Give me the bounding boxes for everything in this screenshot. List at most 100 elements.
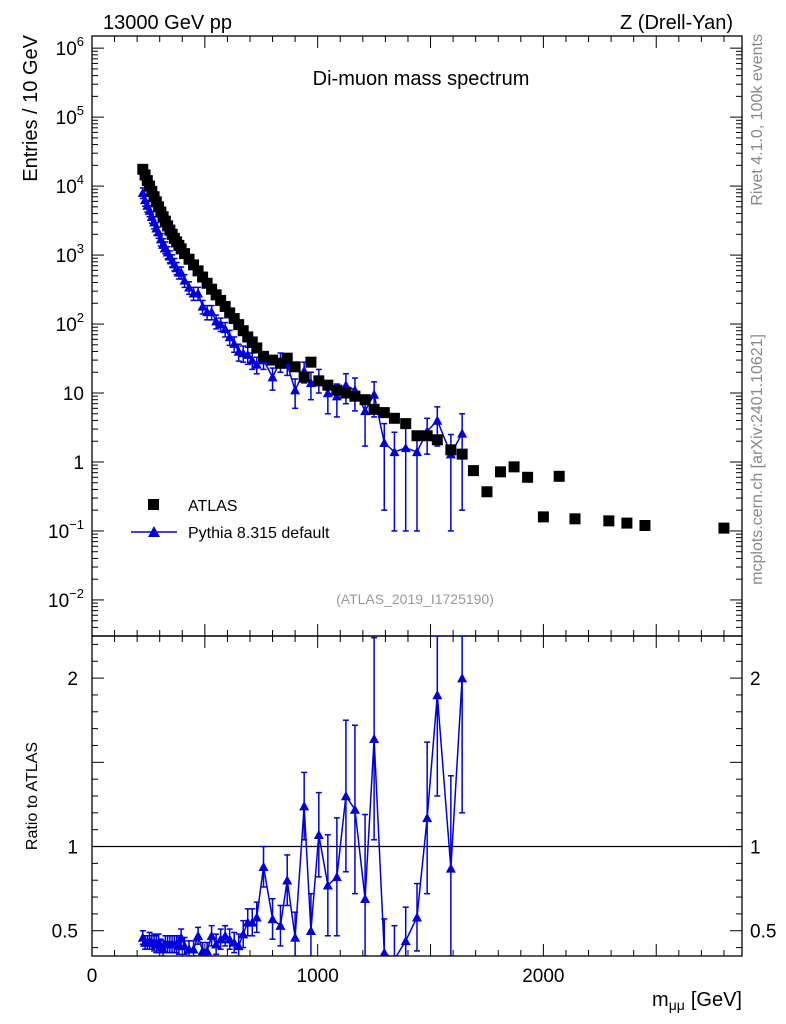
atlas-point (305, 356, 317, 368)
pythia-point (340, 380, 351, 390)
atlas-point (481, 486, 493, 498)
main-y-tick-label: 105 (56, 103, 84, 129)
header-left: 13000 GeV pp (103, 12, 232, 34)
atlas-point (210, 289, 222, 301)
ratio-y-ticks: 0.5 0.5 1 1 2 2 (52, 643, 776, 949)
pythia-line (142, 192, 463, 456)
pythia-point (193, 288, 204, 298)
atlas-point (274, 357, 286, 369)
rivet-label: Rivet 4.1.0, 100k events (749, 34, 766, 206)
atlas-point (359, 394, 371, 406)
ratio-y-tick-label: 2 (67, 669, 78, 690)
atlas-point (197, 271, 209, 283)
legend-pythia-label: Pythia 8.315 default (188, 525, 330, 542)
ratio-x-ticks: 0 1000 2000 (87, 636, 725, 987)
header-right: Z (Drell-Yan) (620, 12, 733, 34)
ratio-point (258, 861, 269, 871)
legend-atlas-label: ATLAS (188, 498, 238, 515)
x-axis-label: mμμ [GeV] (652, 989, 742, 1013)
ratio-line (142, 678, 463, 956)
pythia-point (224, 331, 235, 342)
ratio-point (206, 930, 217, 941)
atlas-point (228, 313, 240, 325)
ratio-point (393, 954, 396, 956)
pythia-point (247, 355, 258, 365)
atlas-point (411, 430, 423, 442)
pythia-point (251, 359, 262, 369)
atlas-point (179, 248, 191, 260)
atlas-point (215, 294, 227, 306)
main-panel: 10−2 10−1 1 10 102 103 104 105 106 Di-muon mass … (20, 34, 743, 637)
pythia-point (206, 306, 217, 317)
pythia-point (432, 415, 443, 425)
ratio-point (176, 932, 187, 942)
atlas-point (456, 448, 468, 460)
atlas-point (313, 375, 325, 387)
atlas-point (237, 325, 249, 337)
x-tick-label: 0 (87, 966, 98, 987)
ratio-point (275, 920, 286, 930)
ratio-point (202, 945, 213, 956)
ratio-y-tick-label-right: 1 (750, 838, 761, 859)
atlas-point (224, 307, 236, 319)
atlas-point (219, 300, 231, 312)
pythia-point (389, 446, 400, 457)
atlas-point (621, 517, 633, 529)
atlas-point (431, 434, 443, 446)
atlas-point (267, 354, 279, 366)
ratio-point (179, 940, 190, 951)
ratio-point (290, 932, 301, 942)
ratio-point (369, 733, 380, 743)
atlas-point (537, 511, 549, 523)
chart-title: Di-muon mass spectrum (313, 68, 530, 90)
atlas-point (201, 277, 213, 289)
ratio-point (158, 944, 169, 954)
atlas-point (508, 461, 520, 473)
ratio-point (349, 804, 360, 814)
ratio-point (331, 871, 342, 882)
ratio-point (313, 829, 324, 839)
main-y-tick-label: 10−1 (48, 517, 84, 543)
main-x-ticks (91, 36, 725, 636)
atlas-point (445, 444, 457, 456)
ratio-point (422, 812, 433, 823)
atlas-point (522, 471, 534, 483)
analysis-label: (ATLAS_2019_I1725190) (336, 591, 494, 607)
atlas-point (378, 407, 390, 419)
legend-atlas-marker (148, 499, 159, 510)
ratio-point (229, 937, 240, 947)
pythia-point (360, 405, 371, 416)
pythia-point (369, 389, 380, 399)
ratio-point (188, 944, 199, 954)
pythia-point (379, 437, 390, 448)
ratio-point (224, 934, 235, 944)
atlas-point (192, 265, 204, 277)
atlas-point (639, 520, 651, 531)
ratio-point (299, 801, 310, 811)
ratio-point (305, 925, 316, 935)
pythia-point (229, 338, 240, 348)
pythia-point (290, 385, 301, 395)
pythia-point (267, 372, 278, 382)
atlas-point (569, 513, 581, 525)
ratio-ylabel: Ratio to ATLAS (24, 742, 41, 850)
atlas-point (251, 342, 263, 354)
pythia-point (242, 349, 253, 359)
pythia-point (322, 388, 333, 398)
ratio-point (193, 930, 204, 941)
pythia-point (184, 282, 195, 292)
atlas-point (340, 387, 352, 399)
atlas-point (495, 466, 507, 478)
atlas-point (281, 352, 293, 364)
main-ylabel: Entries / 10 GeV (20, 34, 42, 181)
atlas-point (718, 522, 730, 534)
pythia-point (457, 428, 468, 438)
ratio-point (238, 929, 249, 939)
ratio-y-tick-label: 0.5 (52, 922, 78, 943)
ratio-point (211, 939, 222, 949)
ratio-point (412, 912, 422, 922)
ratio-point (322, 880, 333, 890)
main-y-tick-label: 103 (56, 241, 84, 267)
atlas-point (421, 430, 433, 442)
